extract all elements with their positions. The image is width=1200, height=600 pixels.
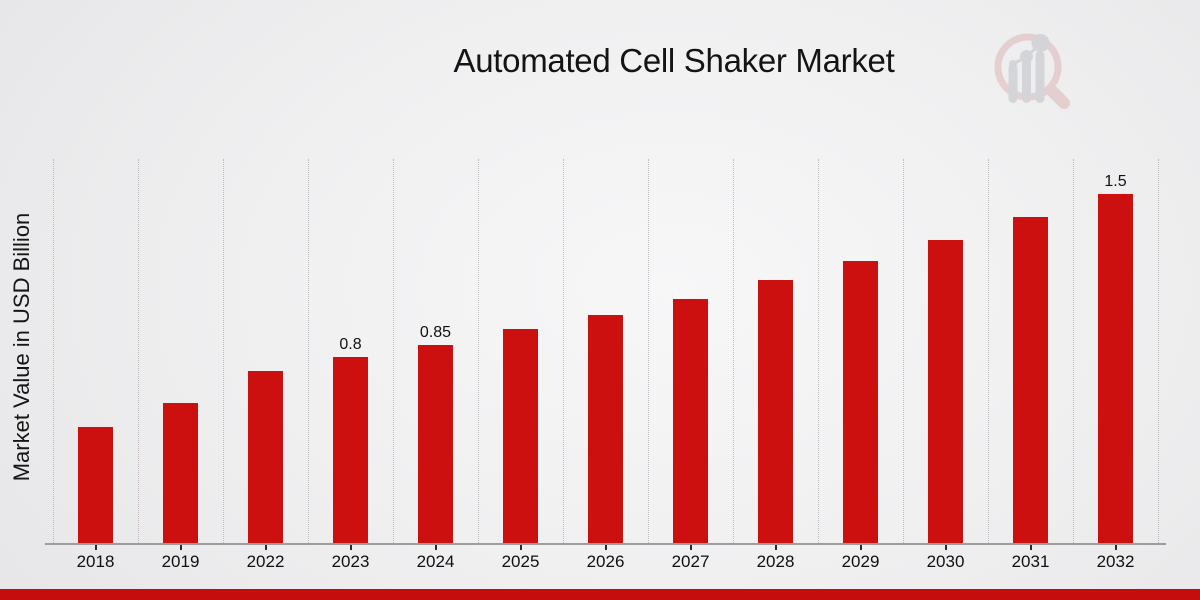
x-tick (944, 545, 947, 550)
magnifier-handle-icon (1045, 84, 1070, 109)
y-axis-label: Market Value in USD Billion (9, 212, 34, 482)
magnifier-bar-chart-logo (994, 33, 1070, 109)
x-tick (1114, 545, 1117, 550)
bar-value-label-2023: 0.8 (339, 336, 362, 353)
bar-2022 (248, 371, 283, 543)
gridline (563, 159, 564, 543)
x-tick (434, 545, 437, 550)
gridline (478, 159, 479, 543)
x-tick (349, 545, 352, 550)
x-tick (689, 545, 692, 550)
bar-2019 (163, 403, 198, 543)
gridline (1073, 159, 1074, 543)
bottom-accent-strip (0, 589, 1200, 600)
logo-dot-medium-icon (1020, 50, 1033, 63)
x-tick (94, 545, 97, 550)
gridline (1158, 159, 1159, 543)
bar-2027 (673, 299, 708, 543)
gridline (308, 159, 309, 543)
logo-dot-large-icon (1031, 34, 1050, 52)
gridline (733, 159, 734, 543)
logo-bar-small-icon (1008, 64, 1018, 103)
x-tick-label-2032: 2032 (1096, 552, 1135, 571)
x-tick (519, 545, 522, 550)
x-tick-label-2031: 2031 (1011, 552, 1050, 571)
x-tick-label-2025: 2025 (501, 552, 540, 571)
gridline (138, 159, 139, 543)
x-axis-line (45, 543, 1166, 545)
x-tick-label-2019: 2019 (161, 552, 200, 571)
x-tick-label-2023: 2023 (331, 552, 370, 571)
x-tick-label-2027: 2027 (671, 552, 710, 571)
x-tick-label-2028: 2028 (756, 552, 795, 571)
x-tick (1029, 545, 1032, 550)
x-tick (859, 545, 862, 550)
x-tick-label-2024: 2024 (416, 552, 455, 571)
bar-2025 (503, 329, 538, 543)
logo-bar-tall-icon (1035, 51, 1045, 103)
bar-2030 (928, 240, 963, 543)
bar-value-label-2032: 1.5 (1104, 173, 1127, 190)
gridline (903, 159, 904, 543)
bar-value-label-2024: 0.85 (419, 324, 452, 341)
x-tick-label-2029: 2029 (841, 552, 880, 571)
bar-2029 (843, 261, 878, 543)
gridline (648, 159, 649, 543)
logo-dot-small-icon (1009, 60, 1017, 68)
bar-2028 (758, 280, 793, 543)
bar-2032 (1098, 194, 1133, 543)
y-axis-spine (53, 159, 54, 543)
x-tick (264, 545, 267, 550)
gridline (988, 159, 989, 543)
bar-2024 (418, 345, 453, 543)
bar-2031 (1013, 217, 1048, 543)
plot-area: 0.8 0.85 1.5 (53, 159, 1159, 543)
gridline (223, 159, 224, 543)
gridline (818, 159, 819, 543)
x-tick-label-2030: 2030 (926, 552, 965, 571)
x-tick (774, 545, 777, 550)
x-tick-label-2018: 2018 (76, 552, 115, 571)
bar-2018 (78, 427, 113, 543)
bar-2023 (333, 357, 368, 543)
logo-bar-medium-icon (1022, 59, 1031, 103)
bar-2026 (588, 315, 623, 543)
x-tick-label-2026: 2026 (586, 552, 625, 571)
x-tick (604, 545, 607, 550)
x-tick (179, 545, 182, 550)
x-tick-label-2022: 2022 (246, 552, 285, 571)
chart-title: Automated Cell Shaker Market (453, 42, 895, 79)
gridline (393, 159, 394, 543)
